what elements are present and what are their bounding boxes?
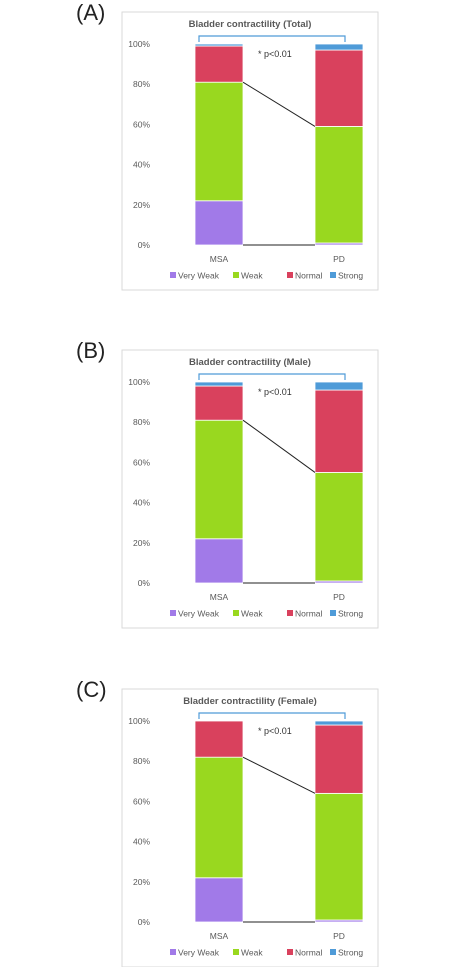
chart-a: Bladder contractility (Total) 0% 20% 40% 60%… — [121, 11, 379, 291]
legend-label: Weak — [241, 948, 263, 958]
panel-b: (B) Bladder contractility (Male) 0% 20% 40%… — [0, 338, 474, 638]
y-tick-label: 60% — [133, 796, 150, 806]
legend-label: Weak — [241, 271, 263, 281]
legend-swatch — [330, 610, 336, 616]
legend-label: Strong — [338, 609, 363, 619]
chart-b: Bladder contractility (Male) 0% 20% 40% 60% 8… — [121, 349, 379, 629]
x-tick-label: PD — [333, 254, 345, 264]
chart-title: Bladder contractility (Female) — [183, 696, 317, 707]
significance-label: * p<0.01 — [258, 49, 292, 59]
bar-segment-weak — [194, 419, 244, 540]
y-tick-label: 60% — [133, 457, 150, 467]
x-tick-label: MSA — [210, 592, 229, 602]
bar-segment-strong — [194, 43, 244, 47]
bar-segment-strong — [194, 381, 244, 387]
chart-title: Bladder contractility (Male) — [189, 357, 311, 368]
bar-segment-strong — [314, 381, 364, 391]
panel-label-c: (C) — [76, 677, 107, 702]
legend-label: Normal — [295, 948, 323, 958]
bar-segment-weak — [314, 126, 364, 244]
bar-segment-normal — [314, 724, 364, 794]
significance-label: * p<0.01 — [258, 726, 292, 736]
bar-segment-normal — [314, 389, 364, 473]
significance-bracket — [198, 712, 346, 719]
y-tick-label: 100% — [128, 377, 150, 387]
series-line-weak — [242, 419, 316, 473]
legend-label: Normal — [295, 271, 323, 281]
y-tick-label: 20% — [133, 538, 150, 548]
series-line-weak — [242, 81, 316, 127]
y-tick-label: 20% — [133, 200, 150, 210]
legend-swatch — [330, 949, 336, 955]
bar-segment-strong — [314, 43, 364, 51]
legend-label: Very Weak — [178, 609, 220, 619]
significance-label: * p<0.01 — [258, 387, 292, 397]
y-tick-label: 0% — [138, 578, 151, 588]
x-tick-label: MSA — [210, 254, 229, 264]
bar-segment-weak — [194, 81, 244, 202]
legend-swatch — [287, 272, 293, 278]
legend-swatch — [330, 272, 336, 278]
y-tick-label: 0% — [138, 917, 151, 927]
panel-c: (C) Bladder contractility (Female) 0% 20% 4… — [0, 677, 474, 967]
y-tick-label: 0% — [138, 240, 151, 250]
bar-segment-normal — [194, 720, 244, 758]
y-tick-label: 80% — [133, 756, 150, 766]
legend-label: Strong — [338, 271, 363, 281]
chart-c: Bladder contractility (Female) 0% 20% 40% 60… — [121, 688, 379, 967]
legend-swatch — [170, 272, 176, 278]
y-tick-label: 100% — [128, 716, 150, 726]
panel-a: (A) Bladder contractility (Total) 0% 20% 40… — [0, 0, 474, 300]
bar-segment-strong — [314, 720, 364, 726]
bar-segment-very-weak — [194, 877, 244, 923]
bar-segment-weak — [314, 472, 364, 582]
panel-label-a: (A) — [76, 0, 106, 25]
legend-label: Strong — [338, 948, 363, 958]
y-tick-label: 40% — [133, 837, 150, 847]
legend-swatch — [233, 949, 239, 955]
bar-segment-very-weak — [194, 538, 244, 584]
chart-frame — [121, 349, 379, 629]
y-tick-label: 100% — [128, 39, 150, 49]
legend-label: Very Weak — [178, 948, 220, 958]
chart-frame — [121, 11, 379, 291]
legend-label: Weak — [241, 609, 263, 619]
legend-swatch — [233, 272, 239, 278]
legend-swatch — [233, 610, 239, 616]
x-tick-label: PD — [333, 592, 345, 602]
bar-segment-normal — [194, 385, 244, 421]
bar-segment-weak — [314, 792, 364, 921]
legend-swatch — [287, 949, 293, 955]
series-line-weak — [242, 756, 316, 794]
y-tick-label: 80% — [133, 79, 150, 89]
bar-segment-normal — [314, 49, 364, 127]
significance-bracket — [198, 373, 346, 380]
x-tick-label: MSA — [210, 931, 229, 941]
legend-swatch — [170, 610, 176, 616]
significance-bracket — [198, 35, 346, 42]
x-tick-label: PD — [333, 931, 345, 941]
legend-swatch — [287, 610, 293, 616]
bar-segment-normal — [194, 45, 244, 83]
y-tick-label: 40% — [133, 498, 150, 508]
y-tick-label: 40% — [133, 160, 150, 170]
y-tick-label: 80% — [133, 417, 150, 427]
y-tick-label: 20% — [133, 877, 150, 887]
chart-frame — [121, 688, 379, 967]
bar-segment-weak — [194, 756, 244, 879]
panel-label-b: (B) — [76, 338, 106, 363]
legend-label: Normal — [295, 609, 323, 619]
legend-swatch — [170, 949, 176, 955]
legend-label: Very Weak — [178, 271, 220, 281]
chart-title: Bladder contractility (Total) — [189, 19, 312, 30]
y-tick-label: 60% — [133, 119, 150, 129]
bar-segment-very-weak — [194, 200, 244, 246]
